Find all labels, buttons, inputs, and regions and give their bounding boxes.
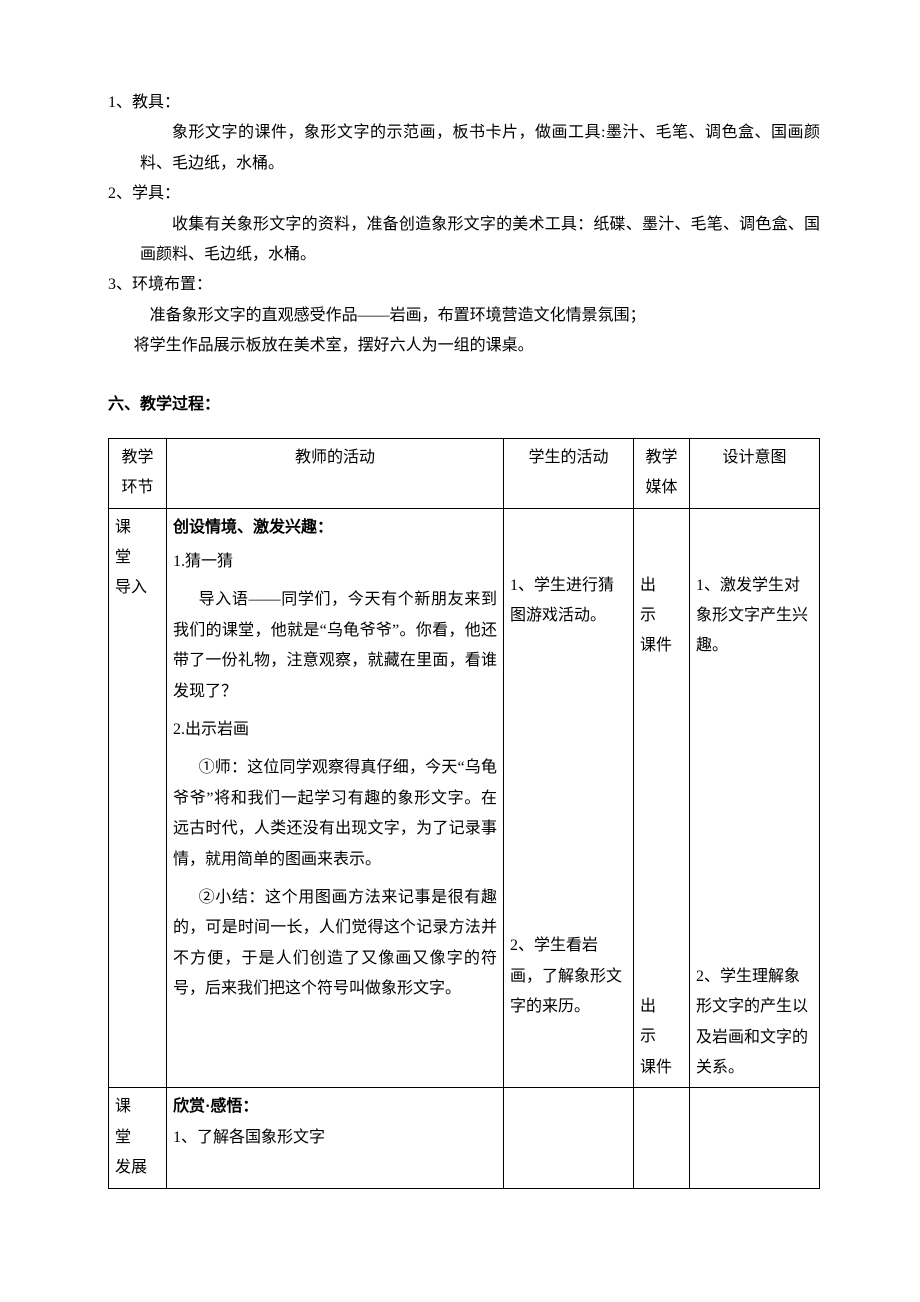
table-header-row: 教学环节 教师的活动 学生的活动 教学媒体 设计意图 [109,438,820,508]
media-spacer [640,662,683,992]
prep-list: 1、教具： 象形文字的课件，象形文字的示范画，板书卡片，做画工具:墨汁、毛笔、调… [108,88,820,362]
media-m1b: 课件 [640,631,683,661]
prep-item2-label: 2、学具： [108,179,820,209]
stage-line2: 导入 [115,573,160,603]
table-row: 课 堂 导入 创设情境、激发兴趣： 1.猜一猜 导入语——同学们，今天有个新朋友… [109,508,820,1088]
cell-teacher: 欣赏·感悟： 1、了解各国象形文字 [167,1088,504,1188]
media-leading-space [640,513,683,571]
stage-line1: 课 堂 [115,513,160,574]
teacher-p4: ①师：这位同学观察得真仔细，今天“乌龟爷爷”将和我们一起学习有趣的象形文字。在远… [173,753,497,875]
th-teacher: 教师的活动 [167,438,504,508]
cell-media-empty [634,1088,690,1188]
stage2-line2: 发展 [115,1153,160,1183]
teacher-heading: 创设情境、激发兴趣： [173,513,497,543]
cell-stage: 课 堂 导入 [109,508,167,1088]
teacher-p2: 导入语——同学们，今天有个新朋友来到我们的课堂，他就是“乌龟爷爷”。你看，他还带… [173,585,497,707]
cell-stage: 课 堂 发展 [109,1088,167,1188]
prep-item3-body2: 将学生作品展示板放在美术室，摆好六人为一组的课桌。 [108,331,820,361]
teacher-p1: 1.猜一猜 [173,547,497,577]
teacher2-heading: 欣赏·感悟： [173,1092,497,1122]
student-spacer [510,631,627,931]
prep-item1-body: 象形文字的课件，象形文字的示范画，板书卡片，做画工具:墨汁、毛笔、调色盒、国画颜… [108,118,820,179]
teacher2-p1: 1、了解各国象形文字 [173,1123,497,1153]
cell-intent-empty [690,1088,820,1188]
intent-spacer [696,662,813,962]
media-m2b: 课件 [640,1053,683,1083]
cell-intent: 1、激发学生对象形文字产生兴趣。 2、学生理解象形文字的产生以及岩画和文字的关系… [690,508,820,1088]
cell-student-empty [504,1088,634,1188]
media-m2a: 出 示 [640,992,683,1053]
prep-item3-label: 3、环境布置： [108,270,820,300]
page: 1、教具： 象形文字的课件，象形文字的示范画，板书卡片，做画工具:墨汁、毛笔、调… [0,0,920,1302]
stage2-line1: 课 堂 [115,1092,160,1153]
intent-i2: 2、学生理解象形文字的产生以及岩画和文字的关系。 [696,962,813,1084]
th-media: 教学媒体 [634,438,690,508]
prep-item1-label: 1、教具： [108,88,820,118]
student-s1: 1、学生进行猜图游戏活动。 [510,571,627,632]
cell-media: 出 示 课件 出 示 课件 [634,508,690,1088]
section-6-heading: 六、教学过程： [108,390,820,420]
prep-item3-body1: 准备象形文字的直观感受作品——岩画，布置环境营造文化情景氛围； [108,301,820,331]
media-m1a: 出 示 [640,571,683,632]
table-row: 课 堂 发展 欣赏·感悟： 1、了解各国象形文字 [109,1088,820,1188]
teacher-p5: ②小结：这个用图画方法来记事是很有趣的，可是时间一长，人们觉得这个记录方法并不方… [173,883,497,1005]
cell-student: 1、学生进行猜图游戏活动。 2、学生看岩画，了解象形文字的来历。 [504,508,634,1088]
prep-item2-body: 收集有关象形文字的资料，准备创造象形文字的美术工具：纸碟、墨汁、毛笔、调色盒、国… [108,210,820,271]
student-s2: 2、学生看岩画，了解象形文字的来历。 [510,931,627,1022]
student-leading-space [510,513,627,571]
th-student: 学生的活动 [504,438,634,508]
intent-leading-space [696,513,813,571]
intent-i1: 1、激发学生对象形文字产生兴趣。 [696,571,813,662]
teaching-process-table: 教学环节 教师的活动 学生的活动 教学媒体 设计意图 课 堂 导入 创设情境、激… [108,438,820,1189]
teacher-trailing-space [173,1005,497,1021]
teacher-p3: 2.出示岩画 [173,715,497,745]
th-intent: 设计意图 [690,438,820,508]
th-stage: 教学环节 [109,438,167,508]
cell-teacher: 创设情境、激发兴趣： 1.猜一猜 导入语——同学们，今天有个新朋友来到我们的课堂… [167,508,504,1088]
